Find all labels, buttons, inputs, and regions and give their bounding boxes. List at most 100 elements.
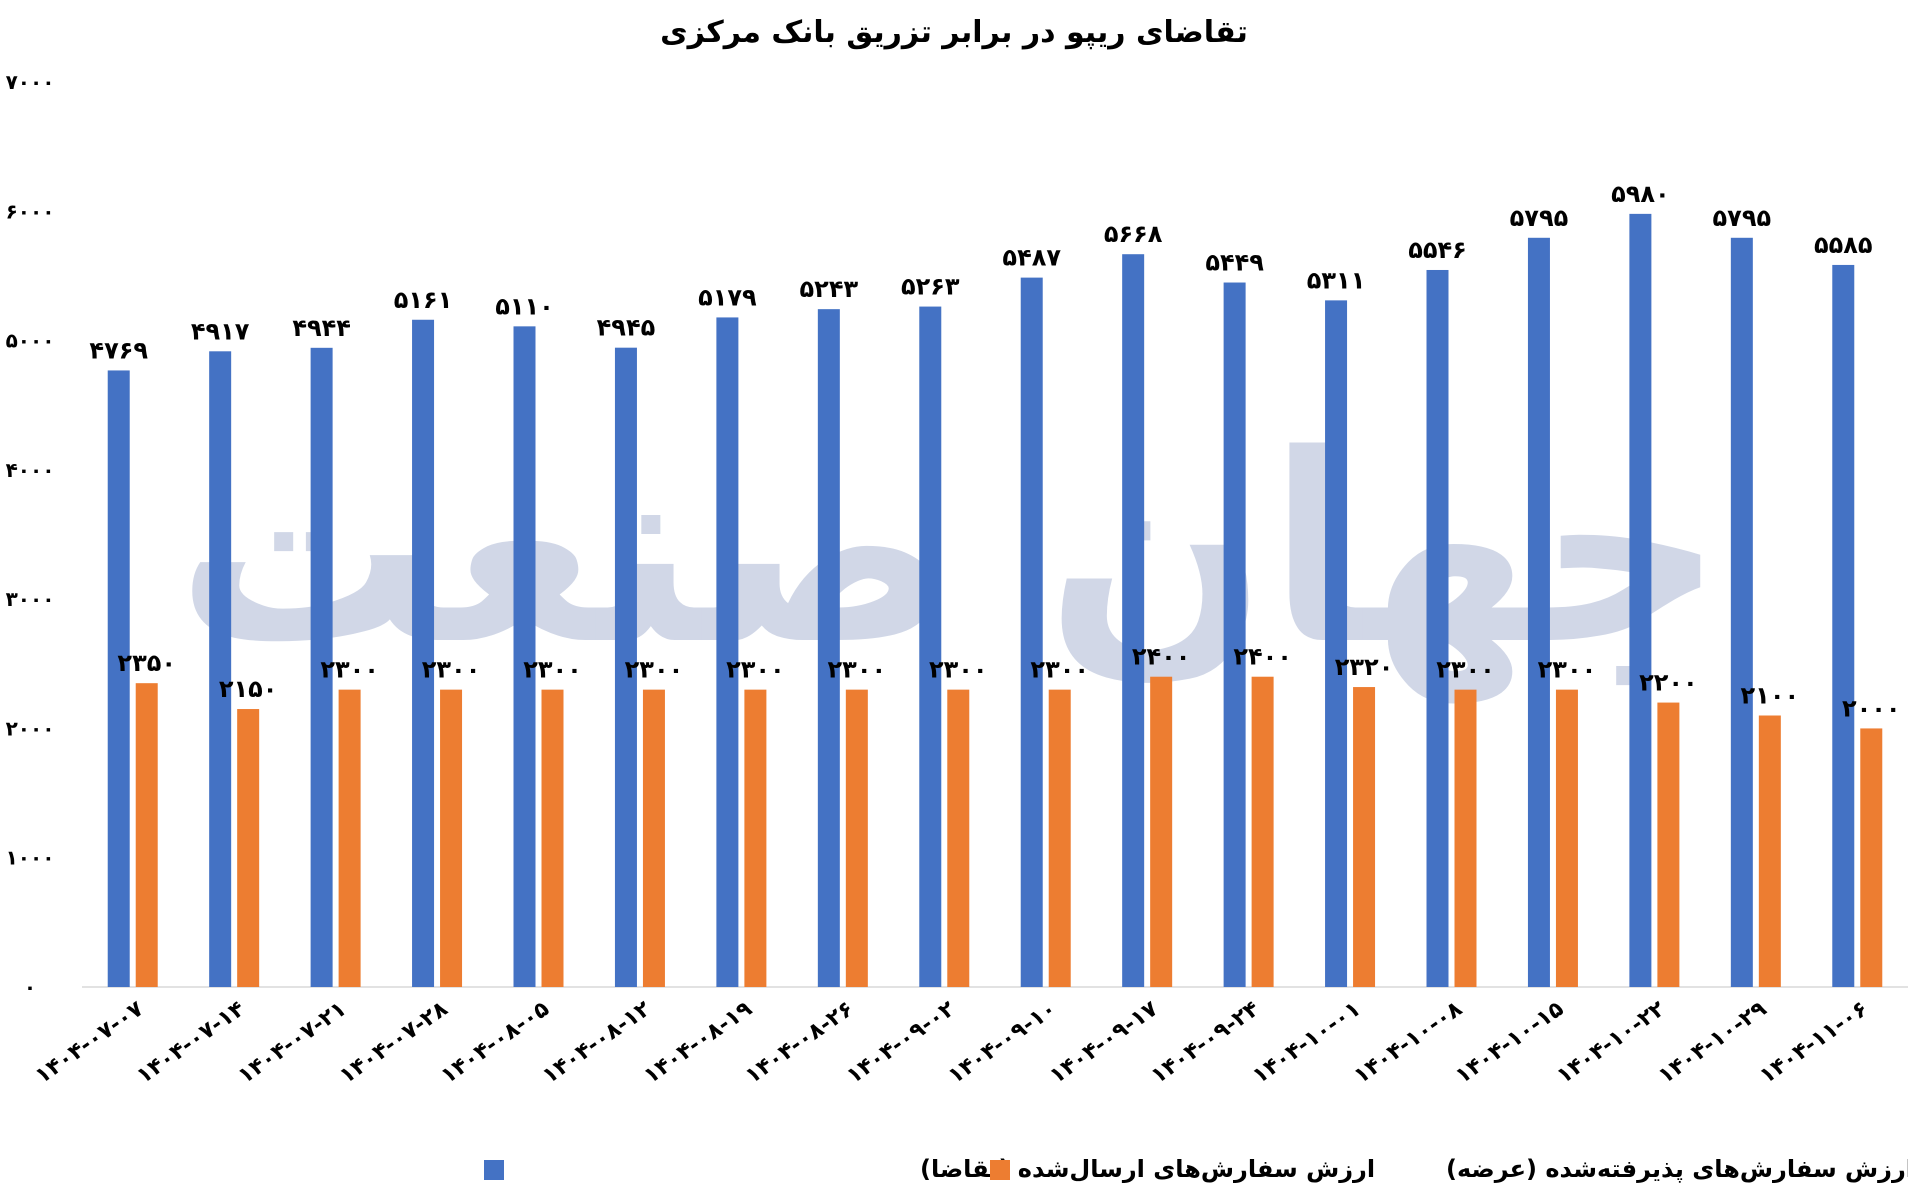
bar-supply	[1048, 689, 1071, 987]
data-label-demand: ۵۵۸۵	[1814, 231, 1873, 259]
data-label-supply: ۲۴۰۰	[1132, 643, 1191, 671]
data-label-supply: ۲۳۰۰	[828, 656, 887, 684]
data-label-demand: ۵۶۶۸	[1104, 220, 1163, 248]
bar-demand	[513, 326, 536, 988]
bar-supply	[1251, 676, 1274, 987]
x-tick-label: ۱۴۰۴-۰۸-۲۶	[741, 996, 858, 1089]
x-tick-label: ۱۴۰۴-۱۰-۱۵	[1451, 996, 1568, 1089]
data-label-demand: ۵۵۴۶	[1408, 236, 1467, 264]
y-tick-label: ۲۰۰۰	[6, 716, 55, 740]
y-tick-label: ۱۰۰۰	[6, 846, 55, 870]
data-label-supply: ۲۱۰۰	[1741, 682, 1800, 710]
data-label-demand: ۵۴۸۷	[1002, 244, 1061, 272]
bar-demand	[1730, 237, 1753, 987]
bar-supply	[1860, 728, 1883, 987]
x-tick-label: ۱۴۰۴-۰۸-۰۵	[437, 996, 554, 1089]
legend-label-supply: ارزش سفارش‌های پذیرفته‌شده (عرضه)	[1446, 1155, 1908, 1183]
x-tick-label: ۱۴۰۴-۰۷-۲۱	[234, 996, 351, 1089]
y-tick-label: ۰	[24, 975, 36, 999]
x-tick-label: ۱۴۰۴-۰۸-۱۹	[640, 996, 757, 1089]
data-label-supply: ۲۳۰۰	[422, 656, 481, 684]
bar-supply	[744, 689, 767, 987]
bar-supply	[237, 709, 260, 987]
data-label-demand: ۵۷۹۵	[1510, 204, 1569, 232]
legend-swatch-supply	[990, 1160, 1010, 1180]
bar-supply	[642, 689, 665, 987]
y-axis: ۰ ۱۰۰۰ ۲۰۰۰ ۳۰۰۰ ۴۰۰۰ ۵۰۰۰ ۶۰۰۰ ۷۰۰۰	[6, 70, 55, 999]
bar-supply	[1555, 689, 1578, 987]
bar-supply	[440, 689, 463, 987]
data-label-demand: ۵۱۱۰	[495, 292, 554, 320]
bar-supply	[1353, 687, 1376, 987]
bar-demand	[1426, 269, 1449, 987]
data-label-demand: ۴۹۴۵	[597, 314, 656, 342]
data-label-supply: ۲۱۵۰	[219, 675, 278, 703]
y-tick-label: ۳۰۰۰	[6, 587, 55, 611]
x-tick-label: ۱۴۰۴-۰۷-۰۷	[31, 996, 149, 1089]
data-label-demand: ۵۲۶۳	[901, 273, 960, 301]
x-tick-label: ۱۴۰۴-۱۰-۲۹	[1654, 996, 1771, 1089]
x-tick-label: ۱۴۰۴-۰۸-۱۲	[538, 996, 656, 1089]
bar-demand	[1832, 264, 1855, 987]
bar-supply	[1657, 702, 1680, 987]
y-tick-label: ۴۰۰۰	[6, 458, 55, 482]
bar-supply	[541, 689, 564, 987]
data-label-supply: ۲۴۰۰	[1233, 643, 1292, 671]
x-tick-label: ۱۴۰۴-۰۹-۱۰	[944, 996, 1061, 1089]
x-tick-label: ۱۴۰۴-۰۹-۱۷	[1045, 996, 1163, 1089]
bar-demand	[310, 347, 333, 988]
bar-supply	[1454, 689, 1477, 987]
bar-supply	[135, 683, 158, 987]
data-label-demand: ۵۴۴۹	[1205, 249, 1264, 277]
bar-demand	[1629, 213, 1652, 987]
data-label-supply: ۲۳۵۰	[117, 649, 176, 677]
y-tick-label: ۵۰۰۰	[6, 329, 55, 353]
legend: ارزش سفارش‌های ارسال‌شده (تقاضا) ارزش سفا…	[484, 1155, 1908, 1183]
bars	[107, 213, 1883, 988]
data-label-supply: ۲۰۰۰	[1842, 694, 1901, 722]
bar-supply	[1758, 715, 1781, 987]
data-labels: ۴۷۶۹ ۲۳۵۰ ۴۹۱۷ ۲۱۵۰ ۴۹۴۴ ۲۳۰۰ ۵۱۶۱ ۲۳۰۰ ۵۱۱۰ ۲۳۰۰…	[89, 180, 1900, 723]
bar-demand	[614, 347, 637, 987]
data-label-demand: ۴۹۴۴	[292, 314, 351, 342]
data-label-demand: ۵۲۴۳	[800, 275, 859, 303]
legend-swatch-demand	[484, 1160, 504, 1180]
x-tick-label: ۱۴۰۴-۰۹-۲۴	[1147, 996, 1264, 1089]
bar-demand	[1223, 282, 1246, 987]
data-label-demand: ۵۹۸۰	[1611, 180, 1670, 208]
data-label-supply: ۲۳۰۰	[929, 656, 988, 684]
bar-demand	[1325, 300, 1348, 987]
x-tick-label: ۱۴۰۴-۰۹-۰۲	[842, 996, 960, 1089]
data-label-demand: ۴۷۶۹	[89, 336, 148, 364]
bar-demand	[1527, 237, 1550, 987]
bar-demand	[716, 317, 739, 987]
data-label-supply: ۲۲۰۰	[1639, 669, 1698, 697]
bar-supply	[947, 689, 970, 987]
bar-demand	[412, 319, 435, 987]
data-label-supply: ۲۳۲۰	[1335, 653, 1394, 681]
data-label-demand: ۵۱۶۱	[394, 286, 453, 314]
x-tick-label: ۱۴۰۴-۰۷-۲۸	[335, 996, 453, 1089]
data-label-demand: ۵۳۱۱	[1307, 266, 1366, 294]
x-axis: ۱۴۰۴-۰۷-۰۷۱۴۰۴-۰۷-۱۴۱۴۰۴-۰۷-۲۱۱۴۰۴-۰۷-۲۸…	[31, 996, 1873, 1089]
y-tick-label: ۷۰۰۰	[6, 70, 55, 94]
data-label-supply: ۲۳۰۰	[523, 656, 582, 684]
data-label-supply: ۲۳۰۰	[625, 656, 684, 684]
data-label-demand: ۵۷۹۵	[1713, 204, 1772, 232]
bar-demand	[919, 306, 942, 987]
bar-demand	[817, 309, 840, 987]
bar-demand	[1020, 277, 1043, 988]
bar-supply	[1150, 676, 1173, 987]
data-label-supply: ۲۳۰۰	[1030, 656, 1089, 684]
data-label-demand: ۴۹۱۷	[191, 317, 250, 345]
bar-supply	[338, 689, 361, 987]
bar-demand	[1122, 254, 1145, 988]
legend-label-demand: ارزش سفارش‌های ارسال‌شده (تقاضا)	[920, 1155, 1375, 1183]
y-tick-label: ۶۰۰۰	[6, 199, 55, 223]
bar-demand	[209, 351, 232, 988]
x-tick-label: ۱۴۰۴-۱۰-۰۱	[1248, 996, 1365, 1089]
data-label-supply: ۲۳۰۰	[320, 656, 379, 684]
x-tick-label: ۱۴۰۴-۰۷-۱۴	[132, 996, 249, 1089]
x-tick-label: ۱۴۰۴-۱۱-۰۶	[1755, 996, 1872, 1089]
